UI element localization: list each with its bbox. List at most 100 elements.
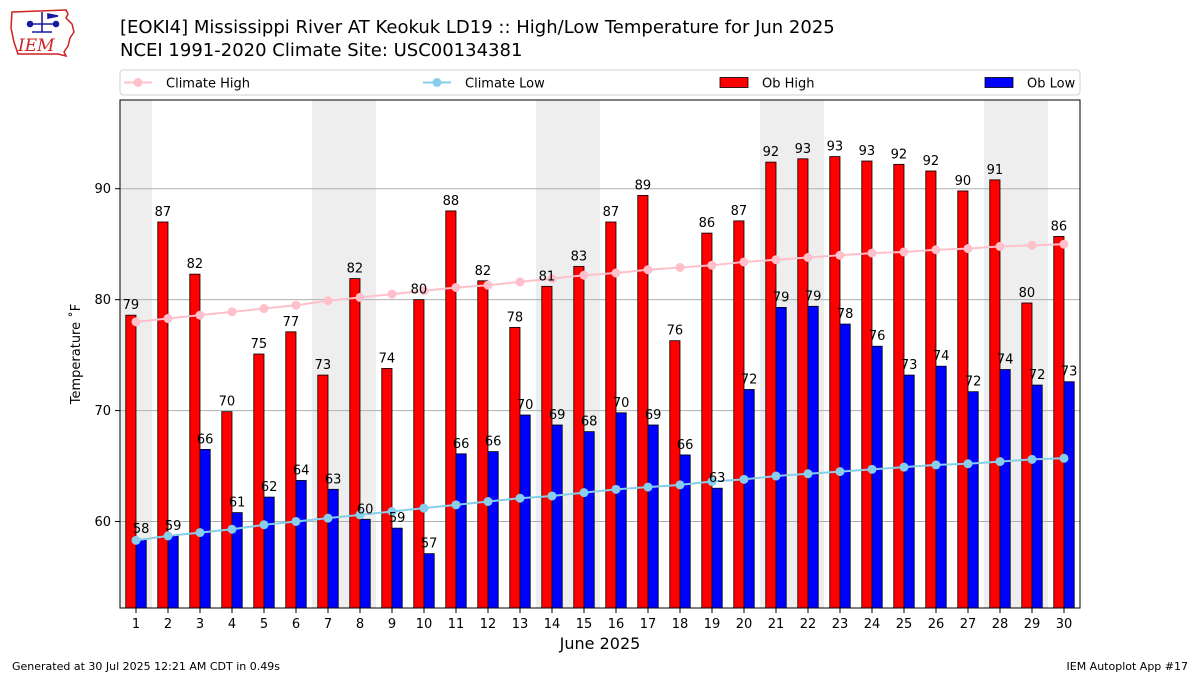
climate-low-point xyxy=(259,520,269,530)
ob-low-label: 62 xyxy=(261,480,278,495)
weekend-shade xyxy=(1016,100,1048,608)
x-tick-label: 7 xyxy=(324,617,332,632)
ob-high-label: 93 xyxy=(827,140,844,155)
ob-high-label: 93 xyxy=(795,142,812,157)
climate-high-point xyxy=(355,292,365,302)
x-axis-label: June 2025 xyxy=(559,634,641,653)
climate-high-point xyxy=(323,296,333,306)
climate-high-point xyxy=(899,247,909,257)
ob-high-bar xyxy=(605,221,617,609)
chart-title: [EOKI4] Mississippi River AT Keokuk LD19… xyxy=(120,17,835,38)
ob-low-bar xyxy=(775,307,787,609)
climate-low-point xyxy=(675,480,685,490)
ob-low-label: 66 xyxy=(197,432,214,447)
ob-low-label: 63 xyxy=(325,472,342,487)
climate-high-point xyxy=(995,241,1005,251)
ob-low-bar xyxy=(519,414,531,609)
climate-low-point xyxy=(707,477,717,487)
ob-low-label: 72 xyxy=(741,372,758,387)
ob-low-label: 57 xyxy=(421,537,438,552)
x-tick-label: 10 xyxy=(416,617,433,632)
x-tick-label: 24 xyxy=(864,617,881,632)
ob-high-label: 80 xyxy=(411,283,428,298)
ob-high-bar xyxy=(829,156,841,609)
ob-low-label: 64 xyxy=(293,463,310,478)
climate-low-point xyxy=(131,535,141,545)
ob-low-label: 69 xyxy=(645,408,662,423)
ob-low-bar xyxy=(583,431,595,609)
x-tick-label: 30 xyxy=(1056,617,1073,632)
ob-high-label: 86 xyxy=(699,216,716,231)
climate-low-point xyxy=(355,510,365,520)
ob-low-label: 79 xyxy=(773,290,790,305)
ob-low-label: 72 xyxy=(965,375,982,390)
ob-high-label: 74 xyxy=(379,351,396,366)
ob-low-label: 68 xyxy=(581,415,598,430)
weekend-shade xyxy=(312,100,344,608)
climate-low-legend-label: Climate Low xyxy=(465,77,545,92)
x-tick-label: 23 xyxy=(832,617,849,632)
x-tick-label: 22 xyxy=(800,617,817,632)
x-tick-label: 17 xyxy=(640,617,657,632)
ob-high-label: 76 xyxy=(667,324,684,339)
ob-high-bar xyxy=(125,314,137,609)
ob-low-label: 69 xyxy=(549,408,566,423)
weekend-shade xyxy=(984,100,1016,608)
climate-low-point xyxy=(451,500,461,510)
climate-high-point xyxy=(707,260,717,270)
climate-low-point xyxy=(835,467,845,477)
x-tick-label: 5 xyxy=(260,617,268,632)
ob-low-label: 58 xyxy=(133,522,150,537)
ob-low-bar xyxy=(679,454,691,609)
ob-high-label: 80 xyxy=(1019,286,1036,301)
y-tick-label: 70 xyxy=(94,404,111,419)
x-tick-label: 18 xyxy=(672,617,689,632)
climate-high-point xyxy=(483,280,493,290)
ob-low-legend-swatch xyxy=(984,77,1014,88)
climate-low-point xyxy=(195,528,205,538)
ob-high-bar xyxy=(925,170,937,609)
ob-low-bar xyxy=(391,527,403,609)
climate-low-point xyxy=(163,531,173,541)
ob-low-label: 78 xyxy=(837,307,854,322)
climate-high-point xyxy=(387,289,397,299)
climate-high-point xyxy=(259,304,269,314)
ob-high-bar xyxy=(413,299,425,609)
ob-low-bar xyxy=(359,518,371,609)
weekend-shade xyxy=(792,100,824,608)
climate-low-point xyxy=(611,484,621,494)
ob-high-label: 92 xyxy=(763,145,780,160)
climate-low-point xyxy=(323,513,333,523)
x-tick-label: 16 xyxy=(608,617,625,632)
climate-low-point xyxy=(1059,453,1069,463)
climate-low-point xyxy=(803,469,813,479)
ob-low-label: 66 xyxy=(677,438,694,453)
ob-low-bar xyxy=(839,323,851,609)
climate-low-point xyxy=(995,457,1005,467)
ob-high-bar xyxy=(765,161,777,609)
y-tick-label: 90 xyxy=(94,182,111,197)
x-tick-label: 15 xyxy=(576,617,593,632)
ob-low-label: 72 xyxy=(1029,368,1046,383)
climate-low-point xyxy=(739,474,749,484)
ob-high-bar xyxy=(733,220,745,609)
ob-high-bar xyxy=(189,273,201,609)
ob-high-label: 89 xyxy=(635,178,652,193)
ob-low-bar xyxy=(423,553,435,609)
ob-low-bar xyxy=(263,496,275,609)
ob-high-label: 87 xyxy=(603,205,620,220)
chart-subtitle: NCEI 1991-2020 Climate Site: USC00134381 xyxy=(120,40,523,61)
climate-high-line xyxy=(135,243,1065,323)
ob-low-label: 73 xyxy=(901,358,918,373)
ob-high-bar xyxy=(381,368,393,609)
climate-high-point xyxy=(675,262,685,272)
climate-low-point xyxy=(419,503,429,513)
climate-high-point xyxy=(163,314,173,324)
weekend-shade xyxy=(344,100,376,608)
ob-low-bar xyxy=(455,453,467,609)
climate-high-point xyxy=(419,286,429,296)
ob-low-label: 59 xyxy=(165,519,182,534)
ob-high-label: 82 xyxy=(347,262,364,277)
x-tick-label: 21 xyxy=(768,617,785,632)
ob-low-bar xyxy=(711,487,723,609)
